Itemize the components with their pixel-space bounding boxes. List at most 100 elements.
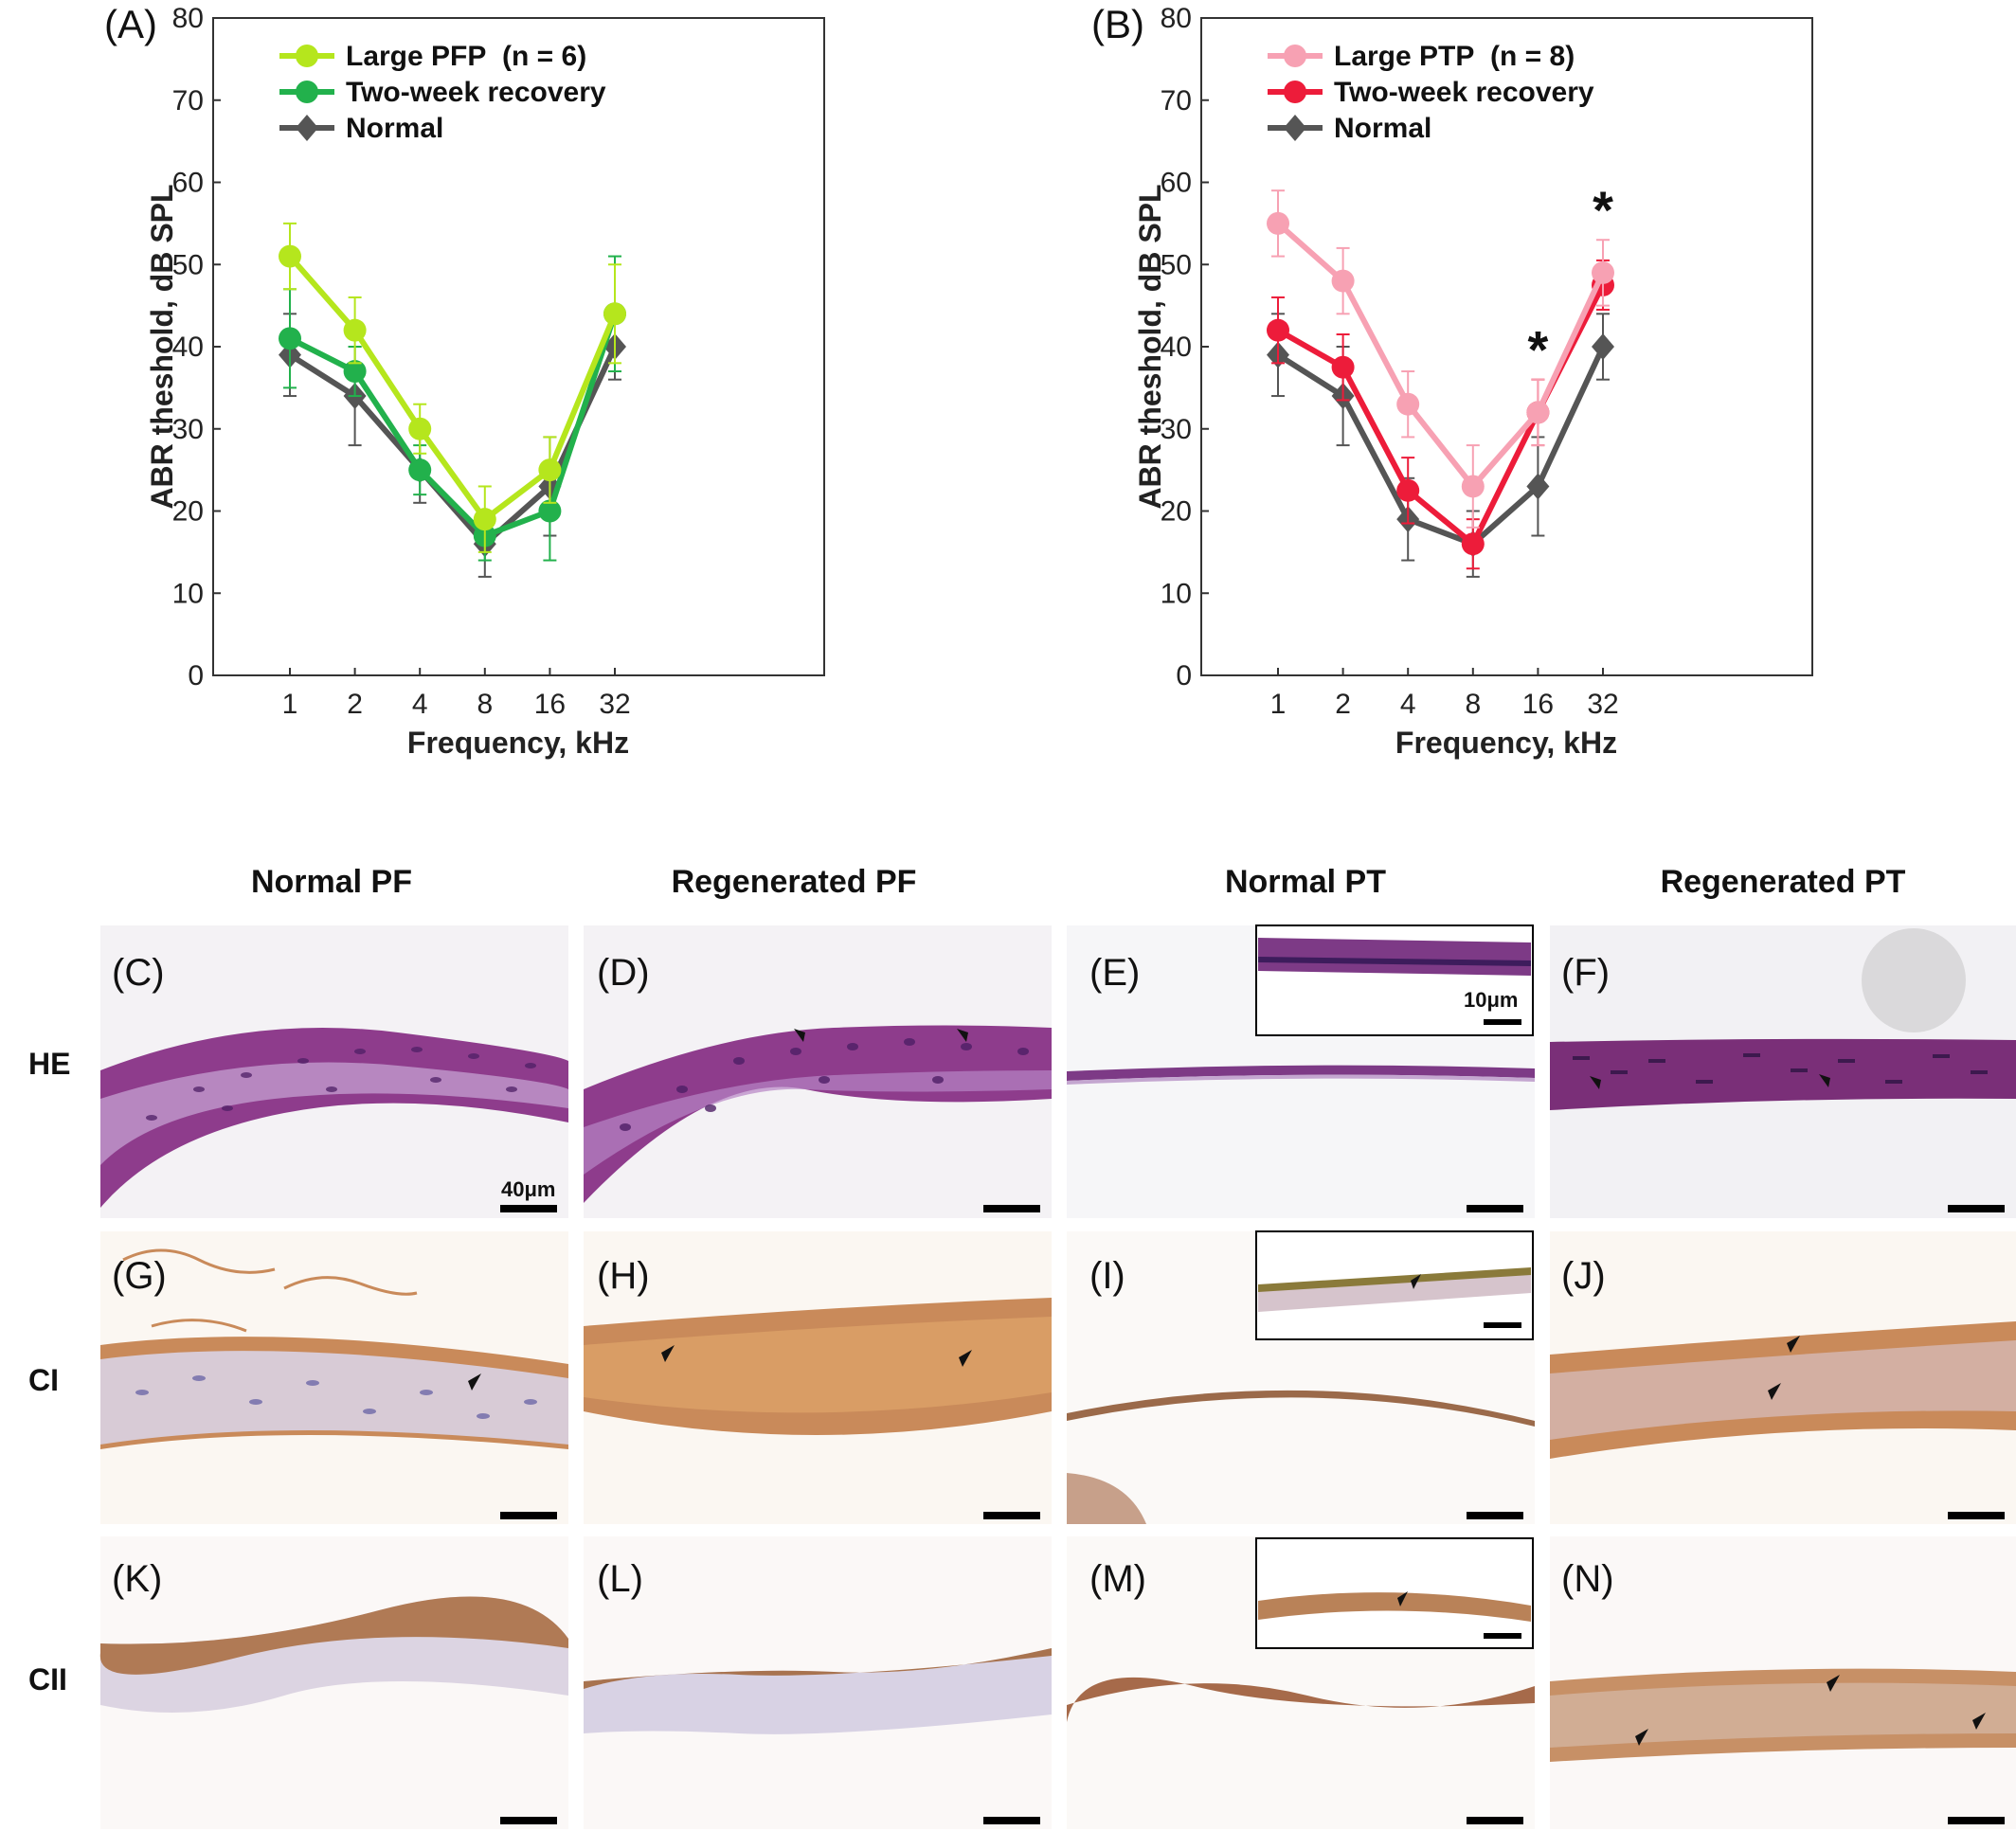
micrograph-l: (L) (584, 1536, 1052, 1829)
data-point (603, 302, 626, 326)
micrograph-g: (G) (100, 1231, 568, 1524)
data-point (343, 360, 367, 384)
scale-bar (1467, 1205, 1523, 1212)
panel-label-i: (I) (1089, 1255, 1125, 1297)
x-tick-label: 16 (1522, 689, 1554, 720)
scale-bar (1948, 1512, 2005, 1519)
y-tick-label: 0 (188, 660, 204, 691)
micrograph-j: (J) (1550, 1231, 2016, 1524)
data-point (279, 327, 301, 350)
panel-label-c: (C) (112, 952, 165, 994)
micrograph-c: (C) 40μm (100, 925, 568, 1218)
panel-label-d: (D) (597, 952, 650, 994)
series-line (287, 254, 618, 523)
data-point (1592, 333, 1614, 360)
x-tick-label: 4 (412, 689, 428, 720)
series-line (1276, 283, 1606, 548)
series-large-ptp (1267, 189, 1614, 529)
scale-bar (983, 1205, 1040, 1212)
y-tick-label: 50 (172, 249, 204, 280)
panel-label-h: (H) (597, 1255, 650, 1297)
panel-label-n: (N) (1561, 1558, 1614, 1600)
y-tick-label: 80 (1161, 3, 1192, 34)
data-point (408, 417, 432, 440)
data-point (408, 458, 432, 482)
scale-bar (500, 1205, 557, 1212)
x-tick-label: 8 (477, 689, 493, 720)
inset-i (1255, 1230, 1534, 1340)
scale-bar (500, 1512, 557, 1519)
y-tick-label: 60 (1161, 168, 1192, 199)
legend-swatch-marker (1284, 115, 1306, 141)
legend-label: Two-week recovery (1334, 77, 1594, 108)
scale-bar (1467, 1512, 1523, 1519)
x-tick-label: 1 (1270, 689, 1287, 720)
row-header-ci: CI (28, 1363, 59, 1397)
x-tick-label: 32 (599, 689, 630, 720)
column-header-regenerated-pt: Regenerated PT (1661, 864, 1906, 900)
column-header-regenerated-pf: Regenerated PF (672, 864, 917, 900)
data-point (538, 499, 562, 523)
data-point (1331, 269, 1355, 293)
panel-label-k: (K) (112, 1558, 162, 1600)
chart-b: (B) 0 10 20 30 40 50 60 70 80 1 2 4 8 16 32 Large PTP… (1091, 2, 1813, 760)
series-marks-a (279, 222, 626, 578)
data-point (1396, 478, 1420, 502)
significance-asterisk: * (1593, 180, 1613, 240)
chart-a: (A) 0 10 20 30 40 50 60 70 80 1 2 4 8 16 32 Large PFP… (104, 2, 825, 760)
scale-bar (983, 1817, 1040, 1824)
data-point (1396, 392, 1420, 416)
x-axis-title-a: Frequency, kHz (407, 726, 629, 760)
legend-swatch-marker (1284, 45, 1306, 67)
scale-bar (1467, 1817, 1523, 1824)
scale-label-main: 40μm (501, 1177, 556, 1201)
significance-asterisk: * (1528, 320, 1549, 380)
legend-sample-size: (n = 8) (1490, 41, 1575, 72)
data-point (1331, 355, 1355, 379)
data-point (473, 508, 496, 531)
x-tick-label: 32 (1587, 689, 1618, 720)
data-point (343, 318, 367, 342)
y-tick-label: 10 (1161, 578, 1192, 609)
data-point (279, 244, 301, 268)
panel-label-l: (L) (597, 1558, 643, 1600)
x-tick-label: 2 (347, 689, 363, 720)
micrograph-m: (M) (1067, 1536, 1535, 1829)
micrograph-h: (H) (584, 1231, 1052, 1524)
legend-label: Normal (1334, 113, 1431, 144)
plot-frame-b (1200, 17, 1813, 676)
x-tick-label: 1 (282, 689, 298, 720)
panel-label-a: (A) (104, 2, 157, 46)
row-header-he: HE (28, 1047, 70, 1081)
series-large-pfp (279, 222, 626, 553)
micrograph-n: (N) (1550, 1536, 2016, 1829)
legend-label: Two-week recovery (346, 77, 606, 108)
scale-label-inset: 10μm (1464, 988, 1519, 1012)
panel-label-b: (B) (1091, 2, 1144, 46)
y-tick-label: 80 (172, 3, 204, 34)
panel-label-m: (M) (1089, 1558, 1146, 1600)
data-point (1461, 475, 1485, 498)
row-header-cii: CII (28, 1662, 67, 1696)
scale-bar (1948, 1205, 2005, 1212)
x-ticks-a: 1 2 4 8 16 32 (282, 668, 631, 720)
data-point (1267, 211, 1289, 235)
inset-e: 10μm (1255, 924, 1534, 1036)
x-tick-label: 4 (1400, 689, 1416, 720)
micrograph-d: (D) (584, 925, 1052, 1218)
x-tick-label: 8 (1465, 689, 1481, 720)
data-point (1592, 260, 1614, 284)
series-marks-b (1267, 189, 1614, 578)
series-line (1276, 345, 1606, 548)
y-tick-label: 60 (172, 168, 204, 199)
y-tick-label: 70 (1161, 85, 1192, 117)
y-ticks-a: 0 10 20 30 40 50 60 70 80 (172, 3, 221, 691)
y-axis-title-a: ABR theshold, dB SPL (145, 184, 179, 509)
panel-label-j: (J) (1561, 1255, 1606, 1297)
scale-bar (1948, 1817, 2005, 1824)
legend-swatch-marker (1284, 81, 1306, 103)
y-ticks-b: 0 10 20 30 40 50 60 70 80 (1161, 3, 1209, 691)
y-tick-label: 0 (1176, 660, 1192, 691)
legend-swatch-marker (296, 115, 318, 141)
